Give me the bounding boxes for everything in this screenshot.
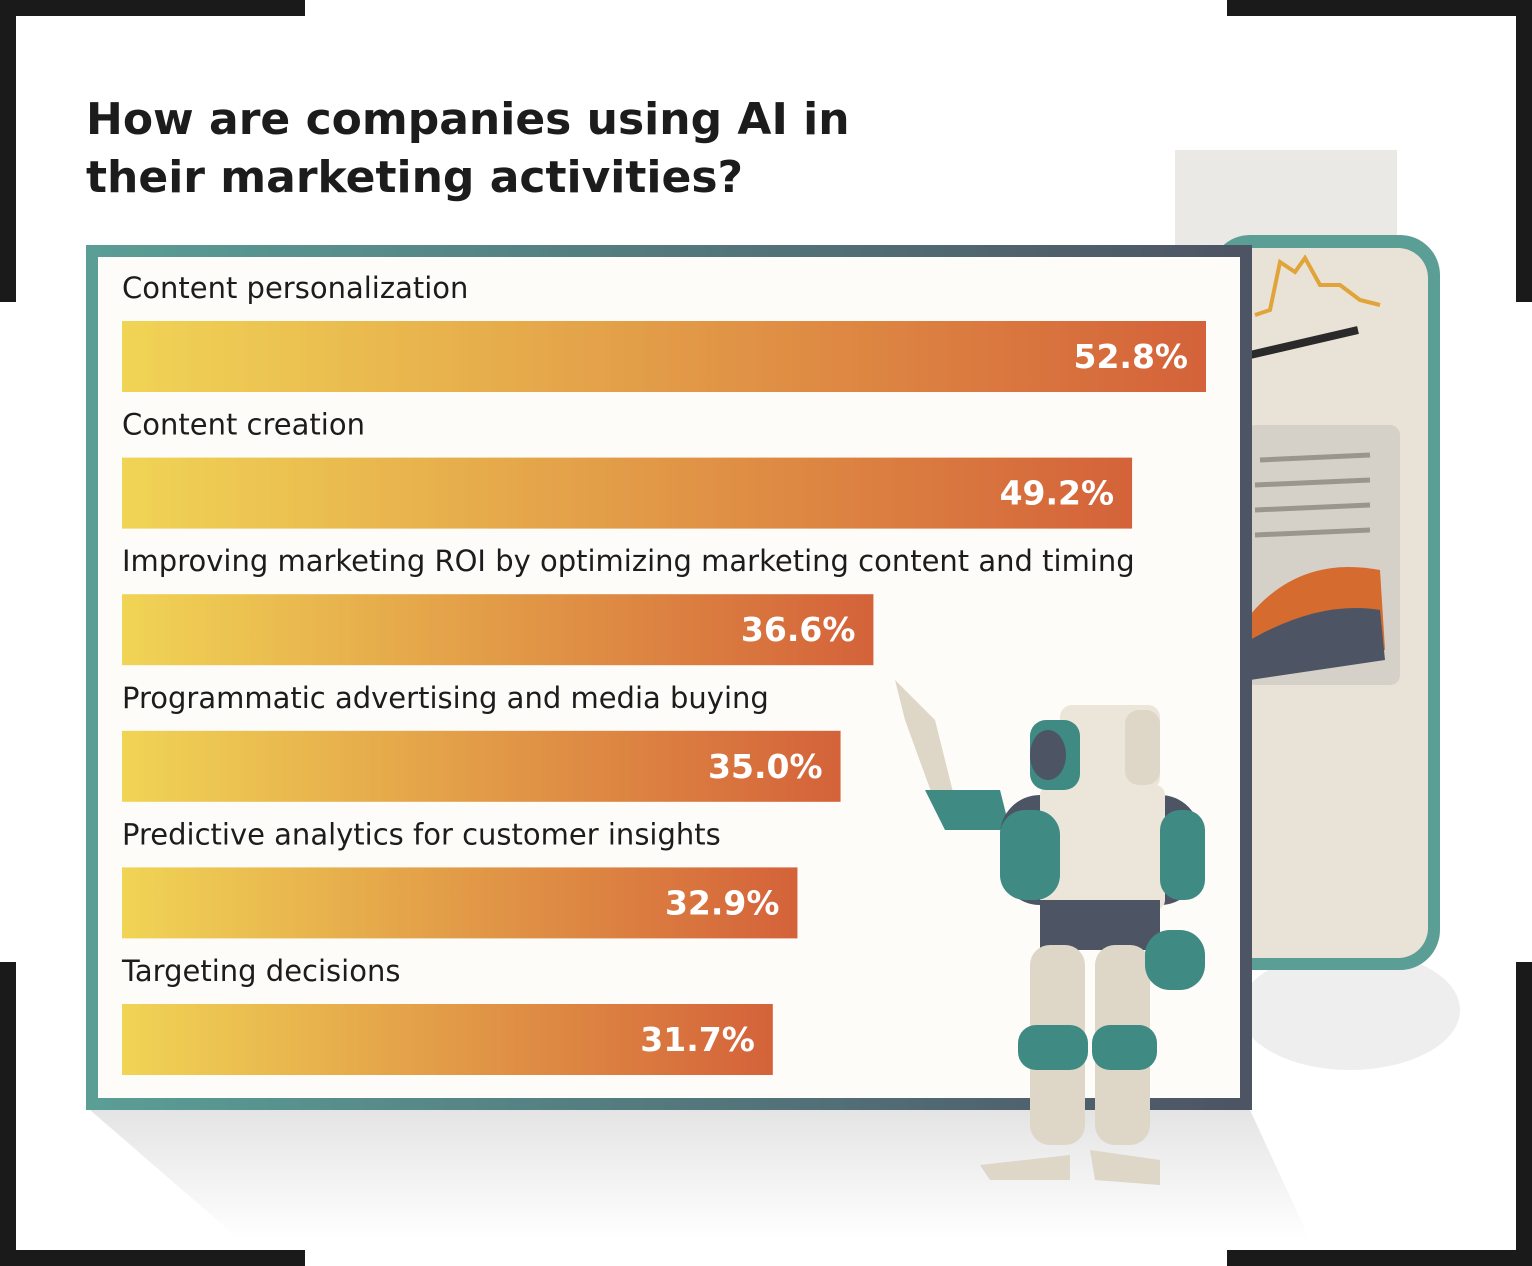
bar (122, 867, 798, 939)
category-label: Content personalization (122, 271, 468, 305)
category-label: Targeting decisions (121, 954, 400, 988)
bars: Content personalization 52.8% Content crea… (121, 271, 1206, 1075)
robot (895, 680, 1205, 1185)
value-label: 32.9% (665, 883, 780, 922)
bar (122, 457, 1133, 529)
value-label: 35.0% (708, 747, 823, 786)
bar (122, 321, 1206, 392)
value-label: 36.6% (741, 610, 856, 649)
bar (122, 1004, 773, 1075)
category-label: Content creation (122, 408, 365, 442)
chart-title: How are companies using AI in their marke… (86, 94, 850, 203)
bar (122, 730, 841, 802)
bar (122, 594, 874, 666)
category-label: Programmatic advertising and media buyin… (122, 681, 769, 715)
category-label: Improving marketing ROI by optimizing ma… (122, 544, 1135, 578)
value-label: 49.2% (1000, 474, 1115, 513)
value-label: 52.8% (1074, 337, 1189, 376)
category-label: Predictive analytics for customer insigh… (122, 817, 721, 851)
value-label: 31.7% (640, 1020, 755, 1059)
